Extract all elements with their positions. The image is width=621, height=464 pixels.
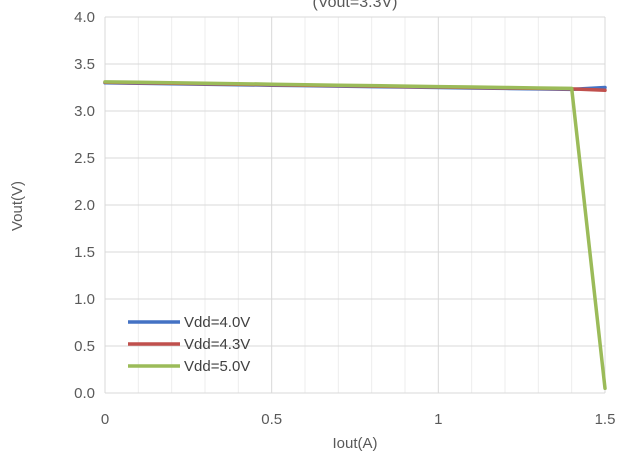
series-lines xyxy=(103,80,607,391)
y-axis-title: Vout(V) xyxy=(9,181,26,231)
legend-label: Vdd=4.0V xyxy=(184,314,250,331)
series-line-3 xyxy=(103,80,607,391)
y-tick-label: 2.5 xyxy=(74,150,95,167)
legend-label: Vdd=5.0V xyxy=(184,358,250,375)
y-tick-label: 2.0 xyxy=(74,197,95,214)
chart-title: (Vout=3.3V) xyxy=(313,0,398,11)
y-tick-label: 3.5 xyxy=(74,56,95,73)
x-tick-label: 1 xyxy=(434,411,442,428)
y-tick-label: 1.0 xyxy=(74,291,95,308)
x-tick-label: 0.5 xyxy=(261,411,282,428)
y-tick-label: 0.0 xyxy=(74,385,95,402)
y-tick-label: 3.0 xyxy=(74,103,95,120)
axes: 0.0 0.5 1.0 1.5 2.0 2.5 3.0 3.5 4.0 0 0.5 1 1.5 xyxy=(74,9,615,428)
y-tick-label: 4.0 xyxy=(74,9,95,26)
y-tick-label: 0.5 xyxy=(74,338,95,355)
x-tick-label: 1.5 xyxy=(595,411,616,428)
grid xyxy=(104,16,606,394)
x-axis-title: Iout(A) xyxy=(332,435,377,452)
legend-label: Vdd=4.3V xyxy=(184,336,250,353)
x-tick-label: 0 xyxy=(101,411,109,428)
y-tick-label: 1.5 xyxy=(74,244,95,261)
legend: Vdd=4.0V Vdd=4.3V Vdd=5.0V xyxy=(128,314,250,375)
